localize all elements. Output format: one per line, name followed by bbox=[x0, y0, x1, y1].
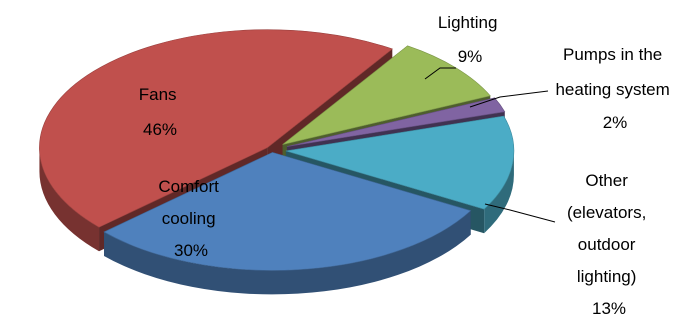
pie-side-comfort-cooling bbox=[104, 210, 471, 295]
pie-tops bbox=[39, 29, 515, 271]
pie-side-other bbox=[484, 150, 514, 234]
label-comfort-cooling: Comfort cooling 30% bbox=[158, 177, 223, 260]
pie-slice-fans bbox=[39, 29, 393, 228]
pie-slice-comfort-cooling bbox=[103, 152, 472, 271]
leader-line-lighting bbox=[424, 67, 456, 80]
label-fans: Fans 46% bbox=[139, 85, 182, 139]
leader-lines bbox=[424, 67, 556, 223]
leader-line-other bbox=[484, 203, 556, 223]
slice-labels: Fans 46% Comfort cooling 30% Lighting 9%… bbox=[139, 13, 674, 318]
label-other: Other (elevators, outdoor lighting) 13% bbox=[567, 171, 651, 318]
label-pumps: Pumps in the heating system 2% bbox=[555, 45, 674, 132]
leader-line-pumps bbox=[469, 90, 549, 108]
label-lighting: Lighting 9% bbox=[438, 13, 502, 66]
pie-slice-pumps bbox=[286, 97, 506, 147]
pie-side-fans bbox=[39, 147, 100, 252]
pie-slice-other bbox=[285, 115, 515, 210]
